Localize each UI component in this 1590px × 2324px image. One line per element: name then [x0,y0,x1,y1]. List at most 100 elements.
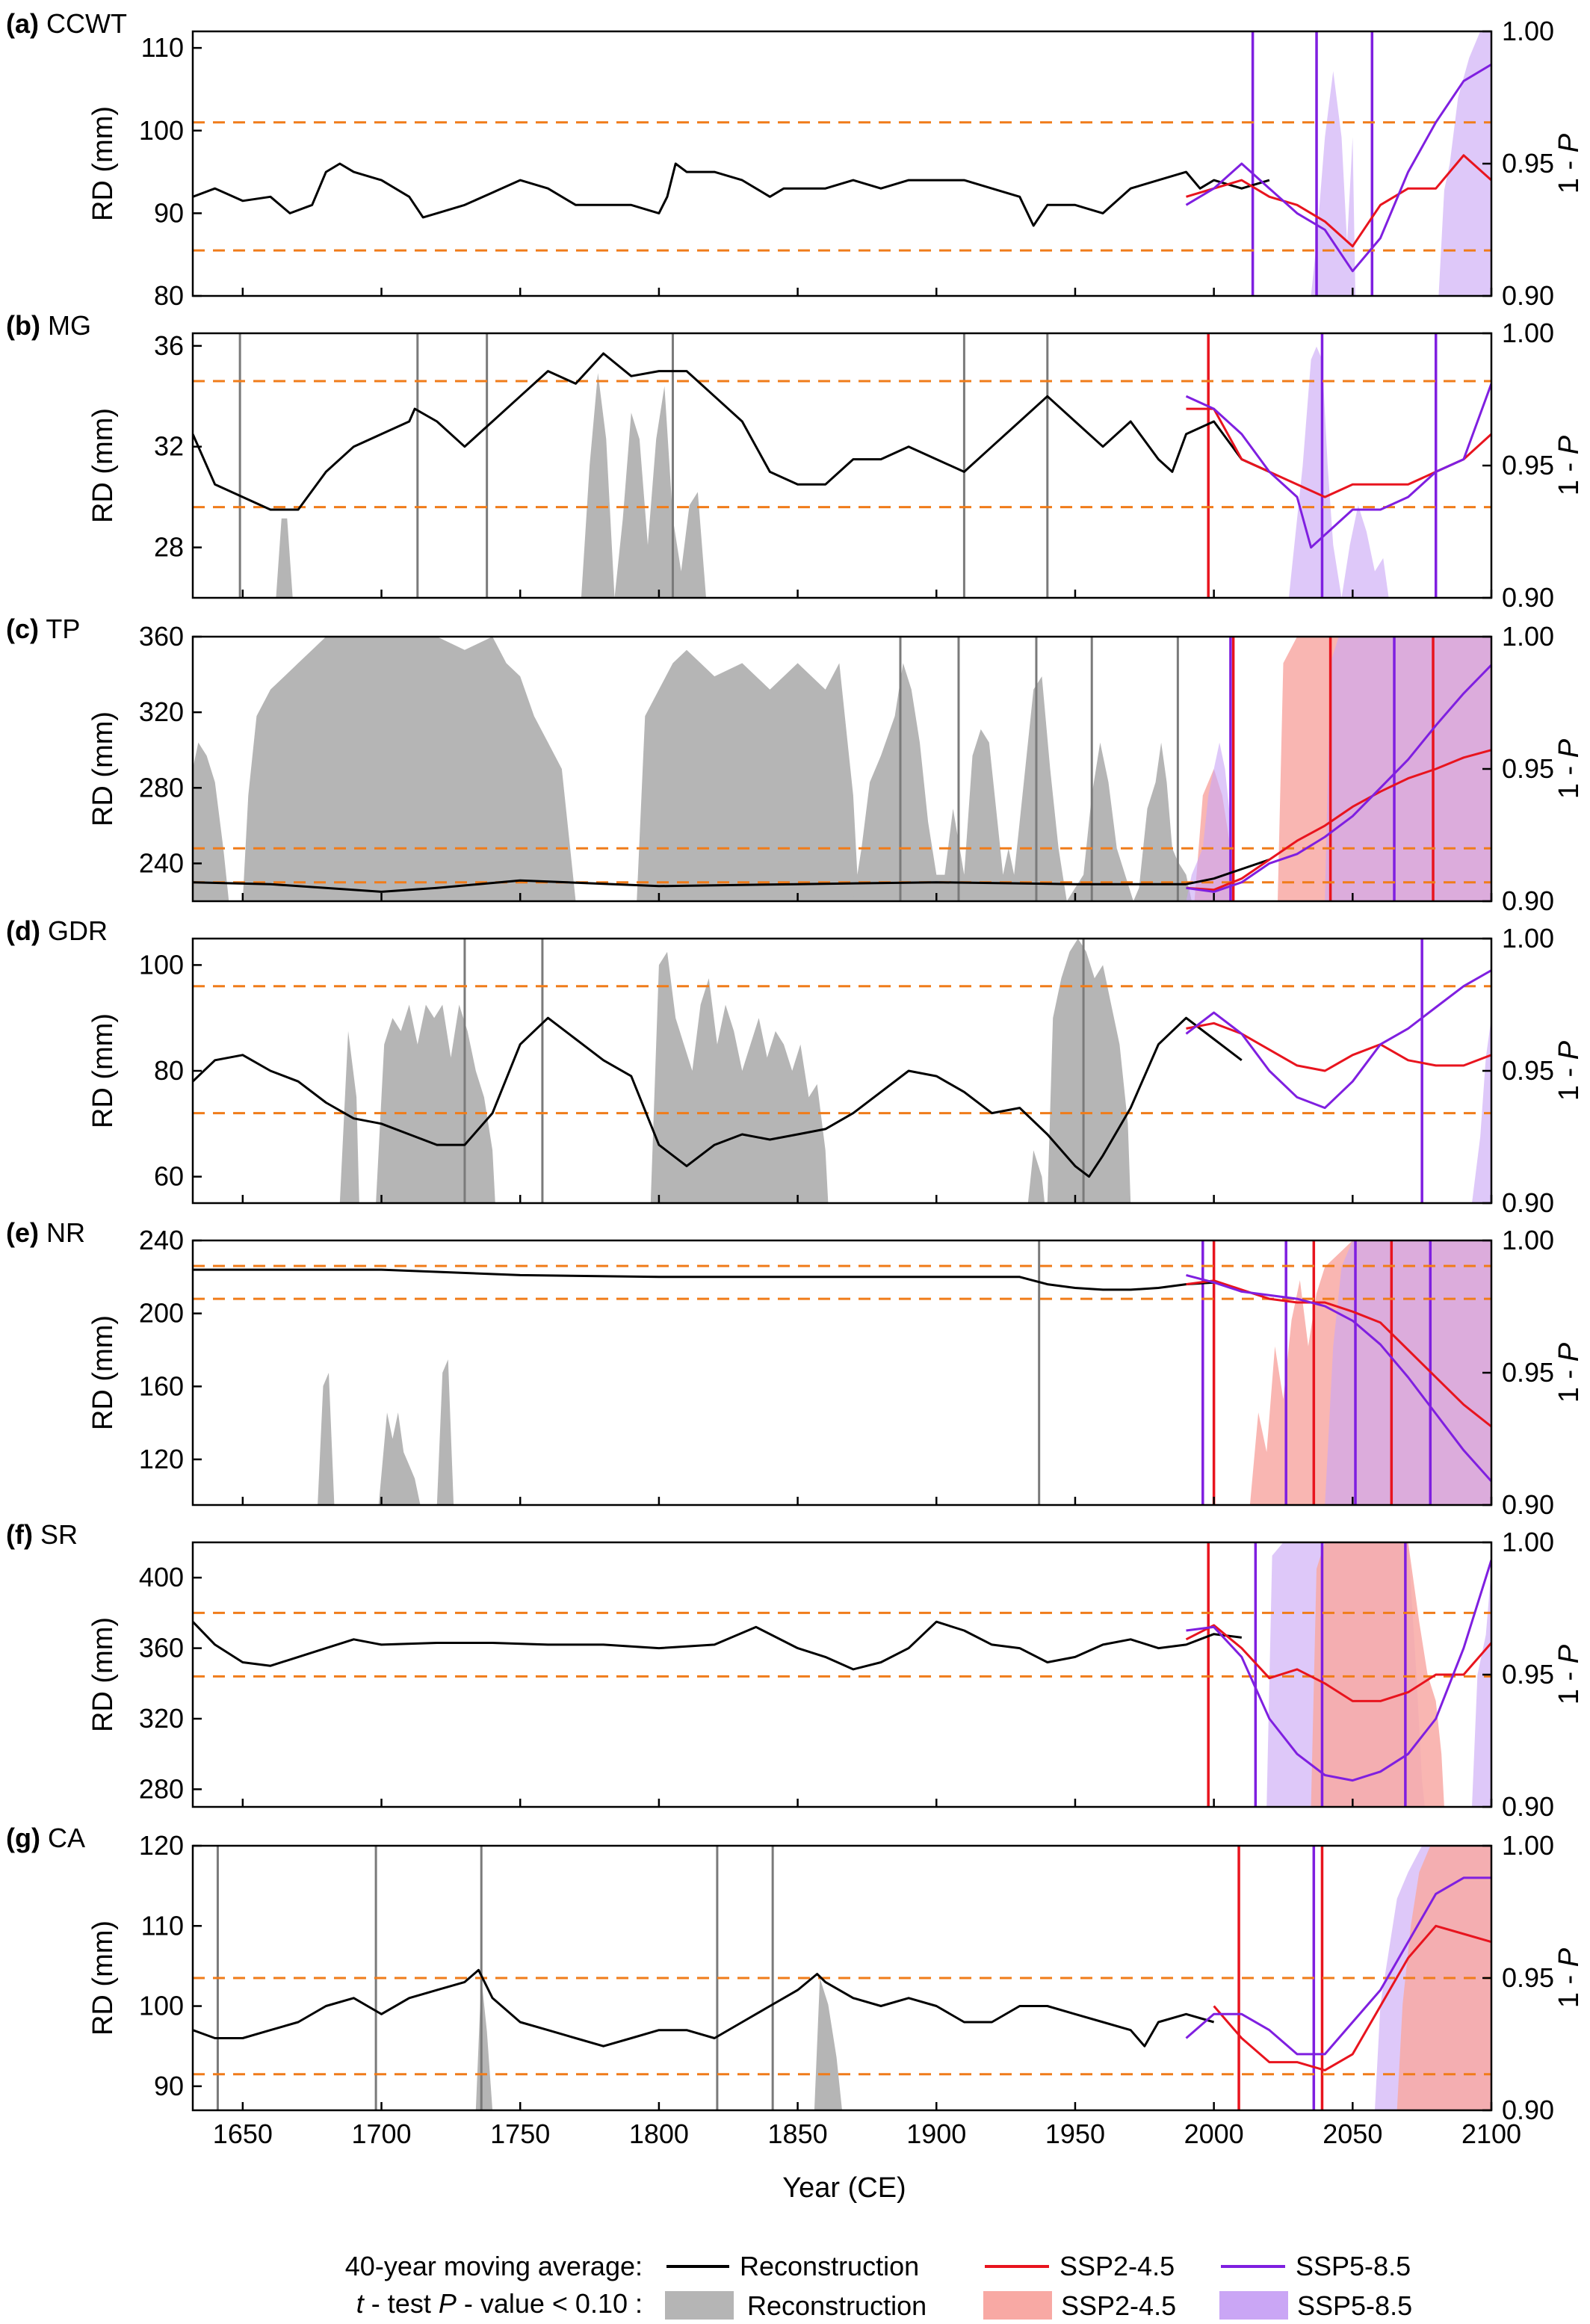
y-tick-label-360: 360 [139,621,184,652]
pvalue-fill-s585-3 [1288,346,1389,598]
pvalue-fill-rec-1 [193,637,576,901]
x-tick-label-1800: 1800 [629,2119,689,2149]
y2-axis-title: 1 - P [1553,1342,1585,1403]
y2-tick-label-1.00: 1.00 [1502,1527,1554,1557]
series-line-rec [193,162,1270,227]
x-tick-label-1850: 1850 [768,2119,828,2149]
pvalue-fill-rec-1 [318,1373,335,1505]
y-tick-label-36: 36 [154,330,184,361]
series-line-s585 [1185,1876,1491,2056]
panel-letter: (e) [6,1217,39,1248]
pvalue-fill-s245-2 [1311,1542,1444,1807]
legend-row2-end: - value < 0.10 : [457,2288,643,2319]
y-tick-label-90: 90 [154,2071,184,2101]
y2-title-prefix: 1 - [1553,454,1585,495]
panel-b: 28 32 36 0.90 0.95 1.00 (b) MG RD (mm) 1 - P [6,310,1585,613]
pvalue-fill-rec-1 [276,518,299,598]
panel-d: 60 80 100 0.90 0.95 1.00 (d) GDR RD (mm) 1 - P [6,915,1585,1218]
y2-title-italic: P [1553,1947,1585,1967]
plot-area [193,1542,1491,1807]
panel-name: SR [33,1519,78,1550]
plot-area [193,31,1491,296]
y-tick-label-320: 320 [139,1703,184,1734]
y-tick-label-110: 110 [141,1910,184,1941]
legend-row2-t: t [356,2288,365,2319]
y2-tick-label-0.95: 0.95 [1502,148,1554,179]
pvalue-fill-rec-2 [637,649,859,901]
y-tick-label-28: 28 [154,532,184,563]
y-tick-label-90: 90 [154,197,184,228]
panel-letter: (b) [6,310,40,341]
chart-panels: 80 90 100 110 0.90 0.95 1.00 (a) CCWT RD (mm) 1 -… [6,8,1585,2149]
y2-tick-label-0.90: 0.90 [1502,2095,1554,2125]
y-tick-label-100: 100 [139,1991,184,2021]
series-line-s245 [1186,407,1491,498]
y2-tick-label-0.95: 0.95 [1502,450,1554,480]
legend-label-line-ssp585: SSP5-8.5 [1296,2251,1411,2281]
plot-area [193,1240,1491,1505]
x-tick-label-1700: 1700 [351,2119,411,2149]
x-tick-label-1950: 1950 [1045,2119,1105,2149]
series-line-s245 [1186,1279,1491,1428]
plot-area [193,637,1491,901]
series-line-s245 [1186,154,1491,248]
series-line-rec [193,1620,1242,1671]
panel-letter: (a) [6,8,39,39]
y-axis-title: RD (mm) [87,1315,119,1430]
panel-name: NR [39,1217,85,1248]
panel-name: GDR [40,915,108,946]
y-axis-title: RD (mm) [87,1013,119,1128]
legend-label-fill-ssp245: SSP2-4.5 [1061,2290,1176,2321]
y-axis-title: RD (mm) [87,711,119,826]
y2-tick-label-0.95: 0.95 [1502,1055,1554,1086]
y-tick-label-60: 60 [154,1161,184,1192]
y-axis-title: RD (mm) [87,408,119,523]
series-line-rec [193,858,1270,893]
y2-title-italic: P [1553,435,1585,454]
y2-tick-label-1.00: 1.00 [1502,1830,1554,1861]
y2-axis-title: 1 - P [1553,435,1585,495]
series-line-s245 [1186,749,1491,891]
pvalue-fill-rec-3 [436,1359,454,1505]
pvalue-fill-s585-2 [1438,31,1491,296]
y-tick-label-32: 32 [154,431,184,462]
y2-tick-label-1.00: 1.00 [1502,16,1554,46]
legend-row1-title: 40-year moving average: [345,2251,643,2281]
y2-title-italic: P [1553,1342,1585,1362]
legend-swatch-reconstruction [665,2291,734,2320]
y2-tick-label-1.00: 1.00 [1502,923,1554,954]
y2-axis-title: 1 - P [1553,738,1585,799]
x-tick-label-2000: 2000 [1184,2119,1244,2149]
pvalue-fill-rec-2 [378,1412,421,1505]
y2-tick-label-0.90: 0.90 [1502,1187,1554,1218]
y2-tick-label-1.00: 1.00 [1502,318,1554,348]
panel-label: (b) MG [6,310,91,341]
legend-label-fill-ssp585: SSP5-8.5 [1297,2290,1412,2321]
y2-title-italic: P [1553,738,1585,758]
y-tick-label-110: 110 [141,32,184,63]
y2-tick-label-1.00: 1.00 [1502,621,1554,652]
x-axis-title-group: Year (CE) [782,2172,906,2204]
pvalue-fill-rec-2 [814,1978,842,2110]
y2-tick-label-0.90: 0.90 [1502,280,1554,311]
series-line-rec [193,1268,1214,1291]
legend-row2-title: t - test P - value < 0.10 : [356,2288,643,2319]
y-tick-label-240: 240 [139,847,184,878]
x-tick-label-1650: 1650 [213,2119,273,2149]
series-line-s585 [1186,1273,1491,1483]
panel-letter: (d) [6,915,40,946]
y2-tick-label-0.90: 0.90 [1502,582,1554,613]
y2-title-prefix: 1 - [1553,152,1585,194]
plot-area [193,939,1491,1203]
plot-area [193,333,1491,598]
y2-tick-label-0.95: 0.95 [1502,1962,1554,1993]
panel-label: (g) CA [6,1823,85,1853]
y-tick-label-100: 100 [139,949,184,980]
panel-name: CCWT [39,8,127,39]
pvalue-fill-s585-5 [1186,742,1234,901]
y-tick-label-240: 240 [139,1225,184,1255]
y2-title-prefix: 1 - [1553,1663,1585,1705]
y2-axis-title: 1 - P [1553,1947,1585,2008]
legend-label-fill-reconstruction: Reconstruction [747,2290,927,2321]
